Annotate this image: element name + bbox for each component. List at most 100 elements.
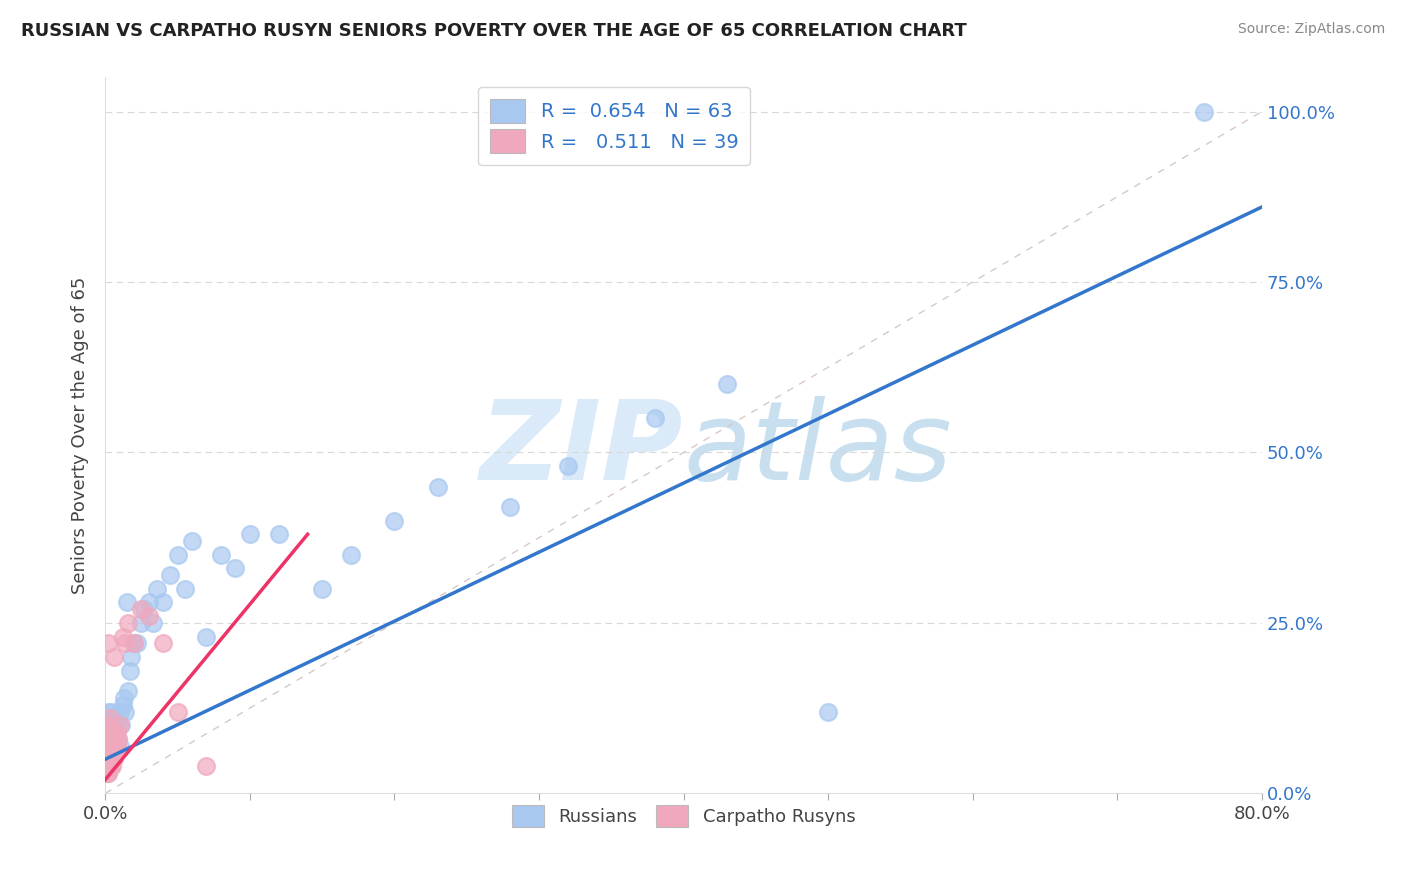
Text: ZIP: ZIP xyxy=(479,396,683,503)
Point xyxy=(103,752,125,766)
Point xyxy=(120,650,142,665)
Point xyxy=(98,725,121,739)
Point xyxy=(104,746,127,760)
Point xyxy=(146,582,169,596)
Point xyxy=(96,765,118,780)
Point xyxy=(100,759,122,773)
Point xyxy=(311,582,333,596)
Point xyxy=(97,765,120,780)
Point xyxy=(224,561,246,575)
Point xyxy=(103,650,125,665)
Point xyxy=(96,739,118,753)
Point xyxy=(122,636,145,650)
Point xyxy=(101,731,124,746)
Point xyxy=(96,718,118,732)
Point xyxy=(114,705,136,719)
Point xyxy=(104,746,127,760)
Point xyxy=(97,739,120,753)
Point xyxy=(103,731,125,746)
Point xyxy=(173,582,195,596)
Point xyxy=(98,711,121,725)
Point xyxy=(152,636,174,650)
Point xyxy=(100,731,122,746)
Point xyxy=(97,725,120,739)
Point xyxy=(98,746,121,760)
Point xyxy=(209,548,232,562)
Text: RUSSIAN VS CARPATHO RUSYN SENIORS POVERTY OVER THE AGE OF 65 CORRELATION CHART: RUSSIAN VS CARPATHO RUSYN SENIORS POVERT… xyxy=(21,22,967,40)
Point xyxy=(101,752,124,766)
Point xyxy=(103,746,125,760)
Point xyxy=(97,705,120,719)
Point xyxy=(97,746,120,760)
Point xyxy=(159,568,181,582)
Point xyxy=(97,636,120,650)
Point xyxy=(557,459,579,474)
Point xyxy=(98,746,121,760)
Point xyxy=(98,739,121,753)
Point xyxy=(108,718,131,732)
Point xyxy=(340,548,363,562)
Y-axis label: Seniors Poverty Over the Age of 65: Seniors Poverty Over the Age of 65 xyxy=(72,277,89,594)
Point xyxy=(98,752,121,766)
Point xyxy=(100,752,122,766)
Point xyxy=(122,636,145,650)
Point xyxy=(267,527,290,541)
Point xyxy=(111,630,134,644)
Point xyxy=(110,718,132,732)
Point xyxy=(499,500,522,514)
Point xyxy=(97,765,120,780)
Point xyxy=(96,731,118,746)
Point xyxy=(104,731,127,746)
Point xyxy=(100,705,122,719)
Point xyxy=(108,739,131,753)
Point xyxy=(108,705,131,719)
Point xyxy=(644,411,666,425)
Point xyxy=(131,602,153,616)
Point xyxy=(104,725,127,739)
Point xyxy=(96,752,118,766)
Point xyxy=(125,636,148,650)
Point xyxy=(195,759,218,773)
Point xyxy=(107,731,129,746)
Point xyxy=(166,705,188,719)
Point xyxy=(138,595,160,609)
Legend: Russians, Carpatho Rusyns: Russians, Carpatho Rusyns xyxy=(505,798,862,834)
Point xyxy=(195,630,218,644)
Point xyxy=(100,759,122,773)
Point xyxy=(1192,104,1215,119)
Point xyxy=(101,759,124,773)
Point xyxy=(131,615,153,630)
Point xyxy=(111,698,134,712)
Point xyxy=(117,615,139,630)
Point xyxy=(105,739,128,753)
Point xyxy=(134,602,156,616)
Point xyxy=(118,664,141,678)
Point xyxy=(101,739,124,753)
Point xyxy=(138,609,160,624)
Text: Source: ZipAtlas.com: Source: ZipAtlas.com xyxy=(1237,22,1385,37)
Point xyxy=(96,752,118,766)
Point xyxy=(100,746,122,760)
Point xyxy=(107,731,129,746)
Point xyxy=(142,615,165,630)
Point xyxy=(166,548,188,562)
Point xyxy=(101,718,124,732)
Point xyxy=(181,534,204,549)
Point xyxy=(98,711,121,725)
Point xyxy=(105,718,128,732)
Point xyxy=(105,725,128,739)
Point xyxy=(98,731,121,746)
Point xyxy=(817,705,839,719)
Point xyxy=(426,479,449,493)
Point xyxy=(98,759,121,773)
Point xyxy=(97,759,120,773)
Point xyxy=(103,711,125,725)
Point xyxy=(384,514,406,528)
Point xyxy=(117,684,139,698)
Point xyxy=(100,725,122,739)
Text: atlas: atlas xyxy=(683,396,952,503)
Point xyxy=(96,718,118,732)
Point xyxy=(716,377,738,392)
Point xyxy=(100,739,122,753)
Point xyxy=(112,690,135,705)
